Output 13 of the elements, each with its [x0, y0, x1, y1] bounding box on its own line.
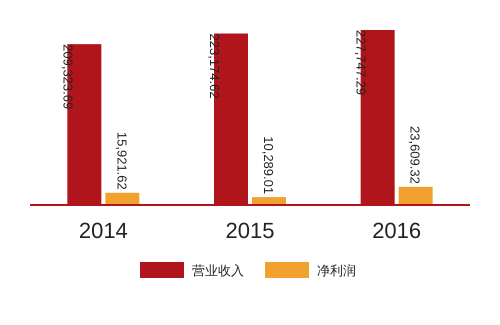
legend-label: 营业收入 — [192, 263, 244, 278]
legend-label: 净利润 — [317, 263, 356, 278]
data-label: 15,921.62 — [114, 132, 130, 190]
data-label: 223,174.62 — [207, 34, 222, 99]
x-tick-label: 2014 — [78, 218, 128, 243]
x-tick-label: 2016 — [372, 218, 422, 243]
bar — [398, 186, 433, 205]
data-label: 209,323.69 — [60, 44, 76, 110]
data-label: 23,609.32 — [408, 126, 423, 184]
data-label: 227,747.29 — [354, 30, 369, 96]
data-label: 10,289.01 — [261, 136, 276, 194]
x-tick-label: 2015 — [226, 218, 274, 243]
bar — [105, 192, 140, 205]
